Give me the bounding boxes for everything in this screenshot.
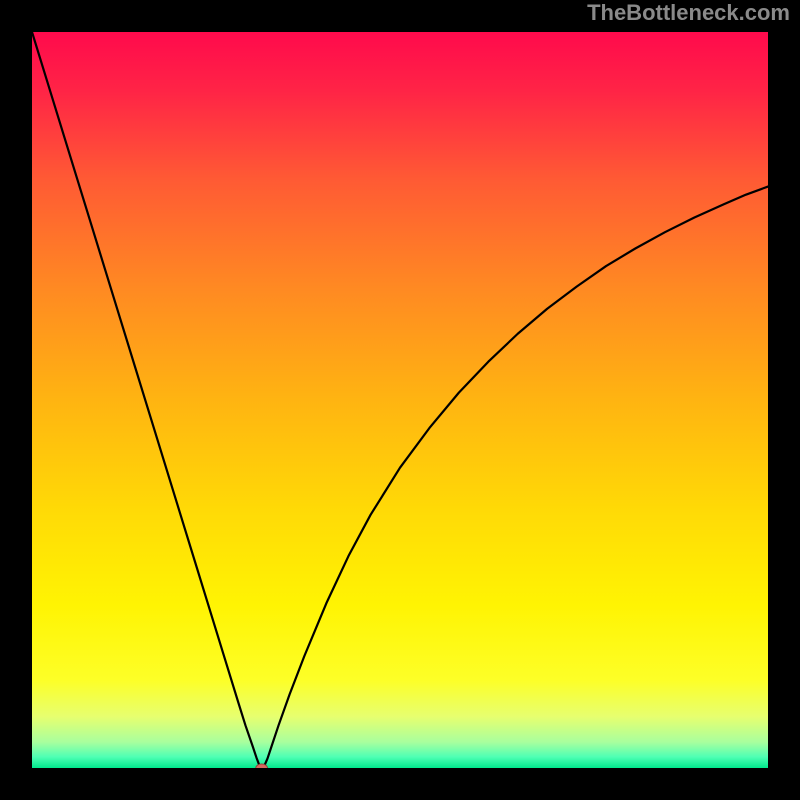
watermark-label: TheBottleneck.com: [587, 0, 790, 26]
gradient-background: [32, 32, 768, 768]
bottleneck-chart: [32, 32, 768, 768]
chart-container: TheBottleneck.com: [0, 0, 800, 800]
plot-area: [32, 32, 768, 768]
